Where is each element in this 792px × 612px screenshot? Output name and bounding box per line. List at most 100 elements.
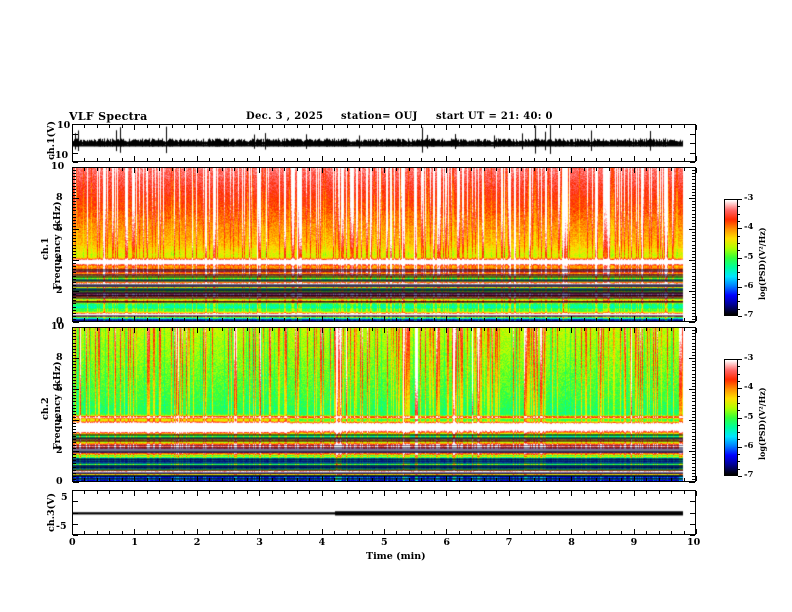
- x-tick-label-6: 6: [443, 537, 451, 548]
- x-tick-bottom: [384, 476, 385, 481]
- freq-tick-left: [73, 398, 76, 400]
- x-tick-bottom: [209, 158, 211, 161]
- freq-tick-right: [692, 398, 695, 400]
- colorbar-tick: [738, 417, 742, 419]
- x-tick-bottom: [184, 158, 186, 161]
- freq-tick-right: [692, 303, 695, 305]
- x-tick-bottom: [496, 318, 498, 321]
- x-tick-top: [84, 491, 86, 494]
- x-tick-bottom: [521, 531, 523, 534]
- x-tick-top: [221, 125, 223, 128]
- wf-tick-right: [690, 512, 695, 514]
- freq-tick-left: [73, 294, 76, 296]
- x-tick-top: [96, 491, 98, 494]
- x-tick-bottom: [408, 531, 410, 534]
- x-tick-top: [234, 168, 236, 171]
- freq-tick-right: [689, 389, 695, 390]
- wf-tick-right: [690, 133, 695, 135]
- x-tick-top: [271, 491, 273, 494]
- x-tick-bottom: [571, 156, 573, 161]
- x-tick-top: [309, 125, 311, 128]
- x-tick-top: [583, 328, 585, 331]
- x-tick-top: [96, 125, 98, 128]
- freq-tick-left: [73, 204, 76, 206]
- x-tick-top: [408, 168, 410, 171]
- x-tick-bottom: [533, 158, 535, 161]
- freq-tick-label-2: 2: [56, 285, 63, 296]
- freq-tick-right: [692, 342, 695, 344]
- x-tick-top: [72, 125, 73, 130]
- freq-tick-right: [692, 429, 695, 431]
- x-tick-top: [696, 168, 697, 173]
- x-tick-top: [259, 328, 261, 333]
- freq-tick-left: [73, 244, 76, 246]
- x-tick-top: [296, 328, 298, 331]
- freq-tick-left: [73, 420, 79, 421]
- header-start-ut: start UT = 21: 40: 0: [436, 111, 553, 122]
- x-axis-label: Time (min): [366, 551, 426, 562]
- colorbar-minor-tick: [738, 272, 740, 274]
- x-tick-bottom: [196, 156, 198, 161]
- colorbar-tick-label--7: -7: [744, 310, 754, 320]
- freq-tick-left: [73, 291, 79, 292]
- x-tick-bottom: [471, 318, 473, 321]
- freq-tick-left: [73, 460, 76, 462]
- x-tick-bottom: [321, 529, 323, 534]
- x-tick-top: [171, 328, 173, 331]
- x-tick-top: [583, 125, 585, 128]
- x-tick-top: [309, 328, 311, 331]
- x-tick-bottom: [671, 478, 673, 481]
- x-tick-bottom: [221, 531, 223, 534]
- x-tick-bottom: [621, 318, 623, 321]
- x-tick-bottom: [658, 318, 660, 321]
- colorbar-tick: [738, 286, 742, 288]
- x-tick-bottom: [696, 156, 697, 161]
- x-tick-bottom: [533, 531, 535, 534]
- colorbar-ch1: [724, 199, 738, 316]
- x-tick-bottom: [209, 318, 211, 321]
- x-tick-top: [346, 168, 348, 171]
- x-tick-top: [396, 491, 398, 494]
- x-tick-bottom: [646, 318, 648, 321]
- x-tick-bottom: [471, 478, 473, 481]
- x-tick-bottom: [221, 478, 223, 481]
- freq-tick-right: [692, 182, 695, 184]
- freq-tick-left: [73, 469, 76, 471]
- colorbar-minor-tick: [738, 380, 740, 382]
- freq-tick-left: [73, 435, 76, 437]
- x-tick-bottom: [646, 531, 648, 534]
- wf-tick-left: [73, 162, 78, 163]
- x-tick-top: [421, 125, 423, 128]
- x-tick-bottom: [134, 529, 136, 534]
- x-tick-top: [646, 125, 648, 128]
- x-tick-bottom: [521, 158, 523, 161]
- x-tick-top: [658, 328, 660, 331]
- colorbar-minor-tick: [738, 424, 740, 426]
- x-tick-bottom: [284, 478, 286, 481]
- x-tick-bottom: [309, 158, 311, 161]
- x-tick-bottom: [309, 478, 311, 481]
- x-tick-top: [284, 168, 286, 171]
- freq-tick-left: [73, 466, 76, 468]
- x-tick-top: [608, 491, 610, 494]
- freq-tick-right: [692, 454, 695, 456]
- x-tick-top: [696, 328, 697, 333]
- x-tick-top: [121, 125, 123, 128]
- freq-tick-right: [692, 345, 695, 347]
- freq-tick-right: [692, 318, 695, 320]
- x-tick-top: [471, 125, 473, 128]
- x-tick-bottom: [359, 158, 361, 161]
- x-tick-bottom: [284, 158, 286, 161]
- freq-tick-label-6: 6: [56, 223, 63, 234]
- x-tick-top: [408, 125, 410, 128]
- x-tick-top: [608, 125, 610, 128]
- freq-tick-left: [73, 235, 76, 237]
- ch2-spectrogram-plot: [73, 328, 695, 481]
- freq-tick-left: [73, 284, 76, 286]
- x-tick-bottom: [421, 478, 423, 481]
- x-tick-top: [84, 328, 86, 331]
- x-tick-bottom: [121, 158, 123, 161]
- colorbar-minor-tick: [738, 454, 740, 456]
- x-tick-top: [421, 491, 423, 494]
- x-tick-bottom: [558, 531, 560, 534]
